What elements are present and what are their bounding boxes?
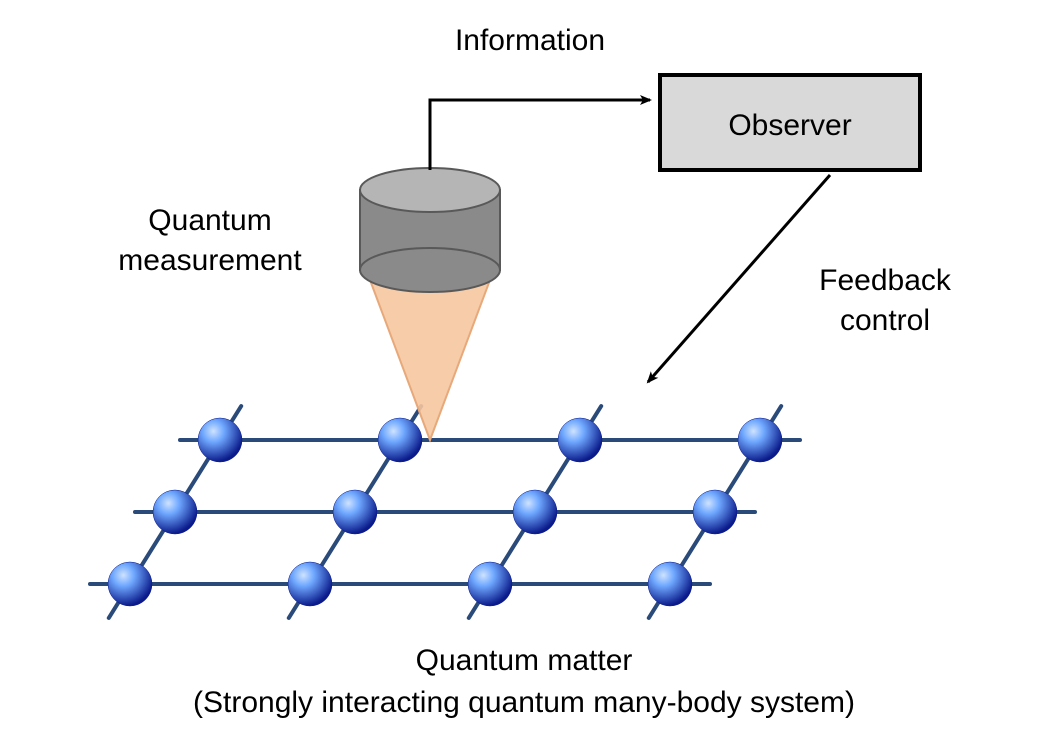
feedback-control-label-line2: control xyxy=(840,304,930,337)
detector-cone xyxy=(370,280,490,440)
information-label: Information xyxy=(455,24,605,57)
lattice-sphere xyxy=(558,418,602,462)
lattice-sphere xyxy=(288,562,332,606)
lattice-sphere xyxy=(378,418,422,462)
feedback-arrow xyxy=(648,175,830,382)
lattice-sphere xyxy=(513,490,557,534)
lattice-sphere xyxy=(333,490,377,534)
lattice-sphere xyxy=(738,418,782,462)
lattice-sphere xyxy=(153,490,197,534)
lattice-sphere xyxy=(198,418,242,462)
lattice-sphere xyxy=(468,562,512,606)
quantum-matter-label: Quantum matter xyxy=(416,644,633,677)
lattice-sphere xyxy=(108,562,152,606)
quantum-measurement-label-line1: Quantum xyxy=(148,204,271,237)
lattice-sphere xyxy=(648,562,692,606)
feedback-control-label-line1: Feedback xyxy=(819,264,952,297)
observer-label: Observer xyxy=(728,109,851,142)
detector-cylinder xyxy=(360,168,500,292)
quantum-measurement-label-line2: measurement xyxy=(118,244,302,277)
subtitle-label: (Strongly interacting quantum many-body … xyxy=(193,686,855,719)
information-arrow xyxy=(430,100,650,170)
lattice-sphere xyxy=(693,490,737,534)
